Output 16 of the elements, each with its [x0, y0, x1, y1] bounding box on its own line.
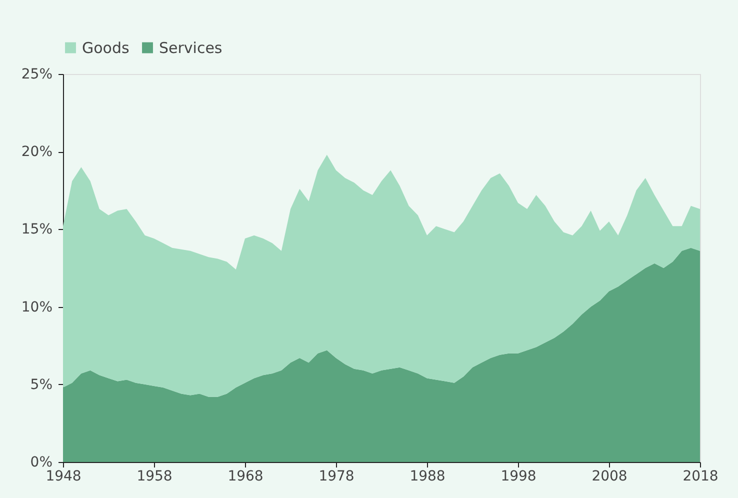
x-tick-label: 1998: [500, 468, 536, 484]
legend-label: Goods: [82, 38, 130, 57]
x-tick-label: 2008: [592, 468, 628, 484]
y-tick-label: 20%: [21, 144, 52, 160]
x-tick-label: 1978: [318, 468, 354, 484]
x-tick-label: 2018: [682, 468, 718, 484]
x-tick-label: 1988: [410, 468, 446, 484]
y-tick-label: 5%: [30, 376, 52, 393]
x-tick-label: 1948: [46, 468, 82, 484]
y-tick-label: 25%: [21, 66, 52, 82]
legend-label: Services: [159, 38, 222, 57]
y-tick-label: 15%: [21, 222, 52, 238]
x-tick-label: 1958: [136, 468, 172, 484]
y-tick-label: 10%: [21, 299, 52, 316]
x-tick-label: 1968: [228, 468, 264, 484]
y-tick-label: 0%: [30, 454, 52, 470]
